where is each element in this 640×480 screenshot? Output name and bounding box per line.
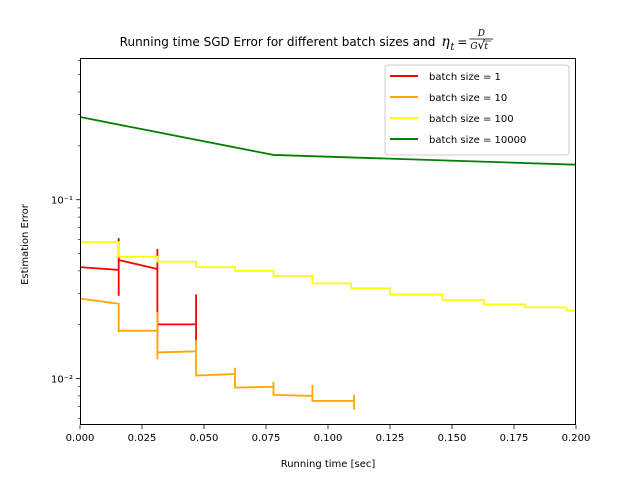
- y-axis-ticks: 10⁻² 10⁻¹: [51, 60, 80, 419]
- legend-label-3: batch size = 100: [429, 114, 514, 125]
- title-equals: =: [457, 35, 467, 49]
- x-tick-label: 0.125: [376, 433, 405, 444]
- title-fraction-numerator: D: [477, 29, 485, 39]
- x-tick-label: 0.025: [128, 433, 157, 444]
- series-line-1: [80, 238, 197, 345]
- series-line-4: [80, 116, 576, 166]
- chart-title: Running time SGD Error for different bat…: [120, 29, 494, 53]
- series-line-2: [80, 297, 355, 410]
- legend-label-4: batch size = 10000: [429, 135, 526, 146]
- x-tick-label: 0.175: [500, 433, 529, 444]
- title-radical: √: [477, 38, 485, 52]
- legend: batch size = 1 batch size = 10 batch size …: [384, 64, 570, 156]
- legend-box: [384, 64, 570, 156]
- title-denominator-t: t: [484, 42, 488, 52]
- chart-title-text: Running time SGD Error for different bat…: [120, 35, 436, 49]
- x-axis-ticks: 0.000 0.025 0.050 0.075 0.100 0.125 0.150 0.175…: [66, 425, 591, 444]
- x-tick-label: 0.075: [252, 433, 281, 444]
- series-layer: [80, 116, 576, 410]
- x-tick-label: 0.000: [66, 433, 95, 444]
- y-tick-label: 10⁻²: [51, 375, 73, 386]
- x-tick-label: 0.200: [562, 433, 591, 444]
- y-tick-label: 10⁻¹: [51, 196, 73, 207]
- x-tick-label: 0.150: [438, 433, 467, 444]
- y-axis-label: Estimation Error: [20, 203, 31, 285]
- series-line-3: [80, 241, 576, 312]
- plot-border: [80, 58, 576, 425]
- legend-label-1: batch size = 1: [429, 72, 501, 83]
- legend-label-2: batch size = 10: [429, 93, 507, 104]
- x-axis-label: Running time [sec]: [281, 459, 376, 470]
- x-tick-label: 0.050: [190, 433, 219, 444]
- x-tick-label: 0.100: [314, 433, 343, 444]
- title-denominator-g: G: [470, 42, 477, 52]
- title-eta-symbol: η: [441, 34, 450, 50]
- title-eta-subscript: t: [450, 42, 455, 53]
